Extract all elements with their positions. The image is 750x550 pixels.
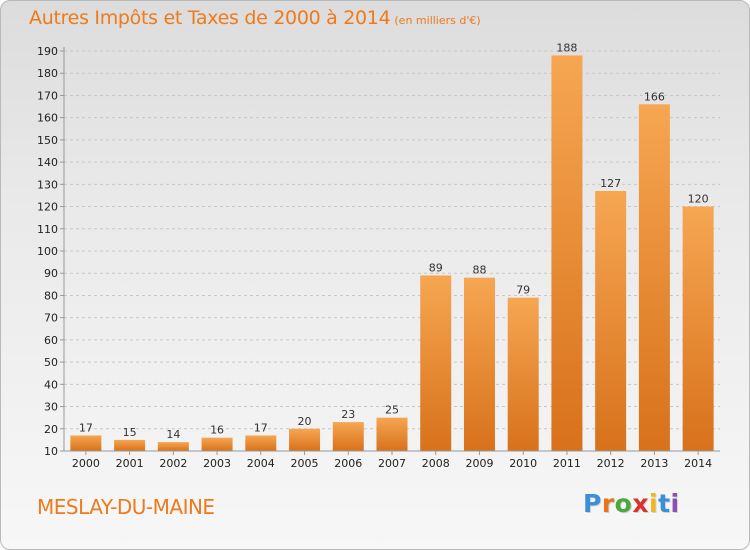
- y-tick-label: 120: [37, 201, 58, 214]
- y-tick-label: 60: [44, 334, 58, 347]
- chart-title: Autres Impôts et Taxes de 2000 à 2014 (en…: [29, 7, 481, 29]
- logo-letter: t: [658, 489, 671, 518]
- bar-2006: [332, 422, 364, 451]
- bar-2008: [420, 275, 452, 451]
- bar-value-label: 14: [166, 428, 180, 441]
- bar-2013: [638, 104, 670, 451]
- y-tick-label: 160: [37, 112, 58, 125]
- x-tick-label: 2008: [422, 457, 450, 470]
- bar-2012: [595, 191, 627, 451]
- bar-value-label: 127: [600, 177, 621, 190]
- y-axis: 10 20 30 40 50 60 70 80 90 100 110 120 130 140 150 160 1…: [37, 45, 65, 458]
- bar-2001: [114, 439, 146, 451]
- bar-value-label: 120: [688, 193, 709, 206]
- commune-name: MESLAY-DU-MAINE: [37, 495, 215, 519]
- y-tick-label: 140: [37, 156, 58, 169]
- x-tick-label: 2000: [72, 457, 100, 470]
- x-tick-label: 2006: [334, 457, 362, 470]
- bar-value-label: 89: [429, 261, 443, 274]
- y-tick-label: 40: [44, 378, 58, 391]
- x-tick-label: 2014: [684, 457, 712, 470]
- y-tick-label: 70: [44, 312, 58, 325]
- y-tick-label: 10: [44, 445, 58, 458]
- bar-value-label: 17: [254, 421, 268, 434]
- bar-value-label: 20: [298, 415, 312, 428]
- x-tick-label: 2004: [247, 457, 275, 470]
- x-tick-label: 2005: [291, 457, 319, 470]
- logo-letter: x: [632, 489, 649, 518]
- logo-letter: P: [583, 489, 602, 518]
- x-tick-label: 2012: [597, 457, 625, 470]
- bar-value-label: 88: [472, 264, 486, 277]
- bar-value-label: 23: [341, 408, 355, 421]
- title-text: Autres Impôts et Taxes de 2000 à 2014: [29, 7, 391, 29]
- bar-value-label: 25: [385, 404, 399, 417]
- y-tick-label: 150: [37, 134, 58, 147]
- y-tick-label: 110: [37, 223, 58, 236]
- x-tick-label: 2003: [203, 457, 231, 470]
- bar-value-label: 166: [644, 90, 665, 103]
- bar-2000: [70, 435, 102, 451]
- bar-2004: [245, 435, 277, 451]
- y-tick-label: 100: [37, 245, 58, 258]
- x-tick-label: 2013: [640, 457, 668, 470]
- x-axis: 2000 2001 2002 2003 2004 2005 2006 2007 2008 2009…: [64, 450, 720, 470]
- proxiti-logo: Proxiti: [583, 489, 680, 518]
- y-tick-label: 90: [44, 267, 58, 280]
- bar-value-label: 16: [210, 424, 224, 437]
- y-tick-label: 180: [37, 67, 58, 80]
- y-tick-label: 190: [37, 45, 58, 58]
- bar-2009: [463, 277, 495, 451]
- bar-2003: [201, 437, 233, 451]
- bars: 17 15 14 16 17 20 23 25 89 88 79 188 127 166 120: [70, 41, 714, 451]
- bar-value-label: 17: [79, 421, 93, 434]
- bar-2014: [682, 206, 714, 451]
- bar-value-label: 188: [556, 41, 577, 54]
- y-tick-label: 130: [37, 178, 58, 191]
- bar-2010: [507, 297, 539, 451]
- y-tick-label: 50: [44, 356, 58, 369]
- bar-value-label: 79: [516, 284, 530, 297]
- y-tick-label: 80: [44, 289, 58, 302]
- bar-2002: [157, 442, 189, 451]
- x-tick-label: 2001: [116, 457, 144, 470]
- logo-letter: o: [614, 489, 633, 518]
- y-tick-label: 170: [37, 89, 58, 102]
- x-tick-label: 2002: [159, 457, 187, 470]
- y-tick-label: 20: [44, 423, 58, 436]
- logo-letter: i: [670, 489, 680, 518]
- logo-letter: r: [601, 489, 615, 518]
- y-tick-label: 30: [44, 401, 58, 414]
- title-unit: (en milliers d'€): [394, 14, 481, 27]
- bar-chart: 10 20 30 40 50 60 70 80 90 100 110 120 130 140 150 160 1…: [37, 41, 720, 470]
- x-tick-label: 2009: [465, 457, 493, 470]
- logo-letter: i: [649, 489, 659, 518]
- x-tick-label: 2007: [378, 457, 406, 470]
- x-tick-label: 2011: [553, 457, 581, 470]
- bar-2005: [289, 428, 321, 451]
- x-tick-label: 2010: [509, 457, 537, 470]
- bar-2011: [551, 55, 583, 451]
- bar-value-label: 15: [123, 426, 137, 439]
- bar-2007: [376, 417, 408, 451]
